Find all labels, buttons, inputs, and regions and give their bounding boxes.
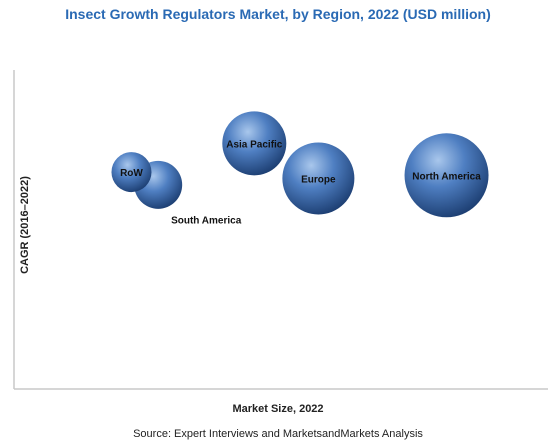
bubble-row [111,152,152,193]
x-axis-label: Market Size, 2022 [232,403,324,415]
bubble-label-north-america: North America [412,171,481,182]
bubble-label-row: RoW [120,168,143,179]
bubble-asia-pacific [222,111,287,176]
bubble-north-america [404,133,489,218]
chart-title: Insect Growth Regulators Market, by Regi… [65,6,491,22]
bubble-label-south-america: South America [171,216,242,227]
source-note: Source: Expert Interviews and Marketsand… [133,428,423,440]
bubble-europe [282,142,355,215]
bubble-label-asia-pacific: Asia Pacific [226,139,283,150]
bubble-label-europe: Europe [301,174,336,185]
